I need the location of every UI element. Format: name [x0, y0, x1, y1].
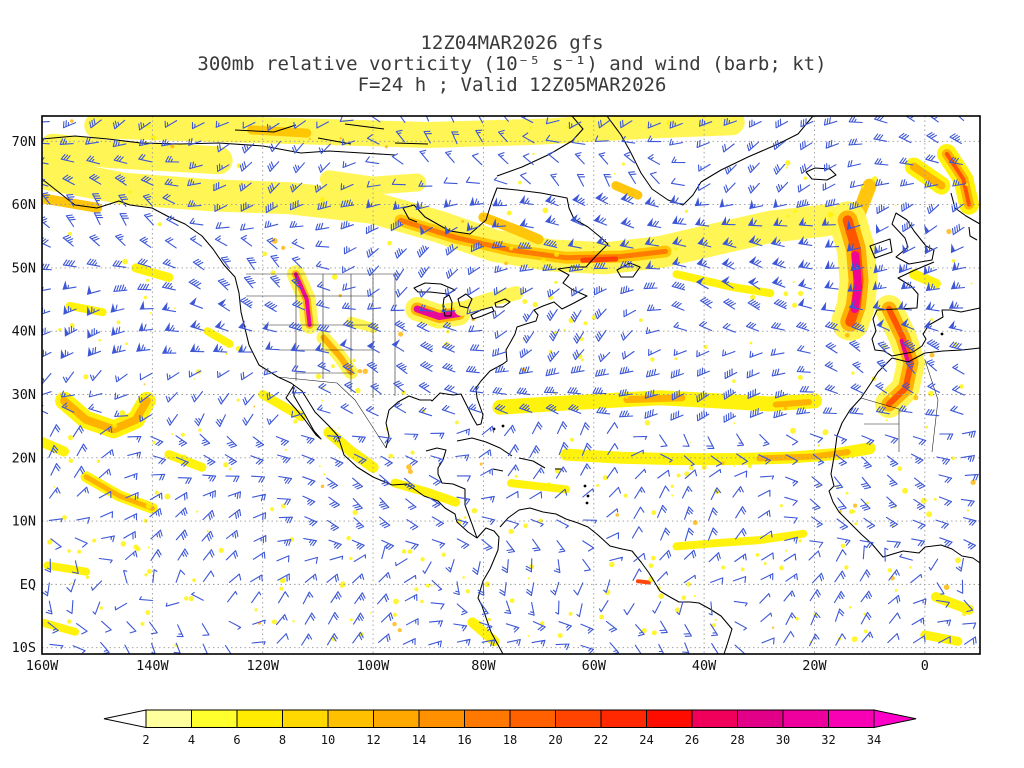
- svg-text:6: 6: [233, 733, 240, 747]
- svg-text:10: 10: [321, 733, 335, 747]
- svg-text:28: 28: [730, 733, 744, 747]
- political-borders-layer: [246, 273, 939, 453]
- svg-text:80W: 80W: [471, 658, 496, 674]
- svg-text:8: 8: [279, 733, 286, 747]
- svg-text:40W: 40W: [692, 658, 717, 674]
- svg-text:EQ: EQ: [20, 577, 36, 593]
- svg-text:20: 20: [548, 733, 562, 747]
- svg-text:24: 24: [639, 733, 653, 747]
- colorbar: 2 4 6 8 10 12 14 16 18 20 22 24 26 28 30 32 34: [103, 709, 917, 747]
- svg-text:34: 34: [867, 733, 881, 747]
- svg-text:22: 22: [594, 733, 608, 747]
- svg-text:120W: 120W: [246, 658, 279, 674]
- svg-text:160W: 160W: [26, 658, 59, 674]
- svg-text:2: 2: [142, 733, 149, 747]
- plot-titles: 12Z04MAR2026 gfs 300mb relative vorticit…: [0, 33, 1024, 96]
- svg-text:20W: 20W: [802, 658, 827, 674]
- svg-text:26: 26: [685, 733, 699, 747]
- svg-text:50N: 50N: [12, 260, 36, 276]
- svg-text:14: 14: [412, 733, 426, 747]
- plot-frame: [41, 115, 981, 655]
- svg-text:0: 0: [921, 658, 929, 674]
- svg-text:30N: 30N: [12, 387, 36, 403]
- svg-text:30: 30: [776, 733, 790, 747]
- svg-text:10S: 10S: [12, 640, 36, 656]
- title-init-model: 12Z04MAR2026 gfs: [420, 32, 604, 54]
- x-axis-tick-labels: 160W 140W 120W 100W 80W 60W 40W 20W 0: [26, 658, 929, 674]
- svg-text:20N: 20N: [12, 450, 36, 466]
- svg-text:70N: 70N: [12, 134, 36, 150]
- coastlines-layer: [41, 115, 981, 655]
- svg-text:32: 32: [821, 733, 835, 747]
- svg-text:10N: 10N: [12, 514, 36, 530]
- svg-text:60W: 60W: [582, 658, 607, 674]
- y-axis-tick-labels: 70N 60N 50N 40N 30N 20N 10N EQ 10S: [12, 134, 36, 656]
- svg-text:140W: 140W: [136, 658, 169, 674]
- svg-text:60N: 60N: [12, 197, 36, 213]
- svg-text:12: 12: [366, 733, 380, 747]
- svg-text:18: 18: [503, 733, 517, 747]
- svg-text:100W: 100W: [357, 658, 390, 674]
- title-forecast-valid: F=24 h ; Valid 12Z05MAR2026: [357, 74, 667, 96]
- svg-text:40N: 40N: [12, 324, 36, 340]
- title-field-description: 300mb relative vorticity (10⁻⁵ s⁻¹) and …: [197, 53, 827, 75]
- vorticity-shading-layer: [26, 109, 979, 647]
- svg-text:16: 16: [457, 733, 471, 747]
- svg-text:4: 4: [188, 733, 195, 747]
